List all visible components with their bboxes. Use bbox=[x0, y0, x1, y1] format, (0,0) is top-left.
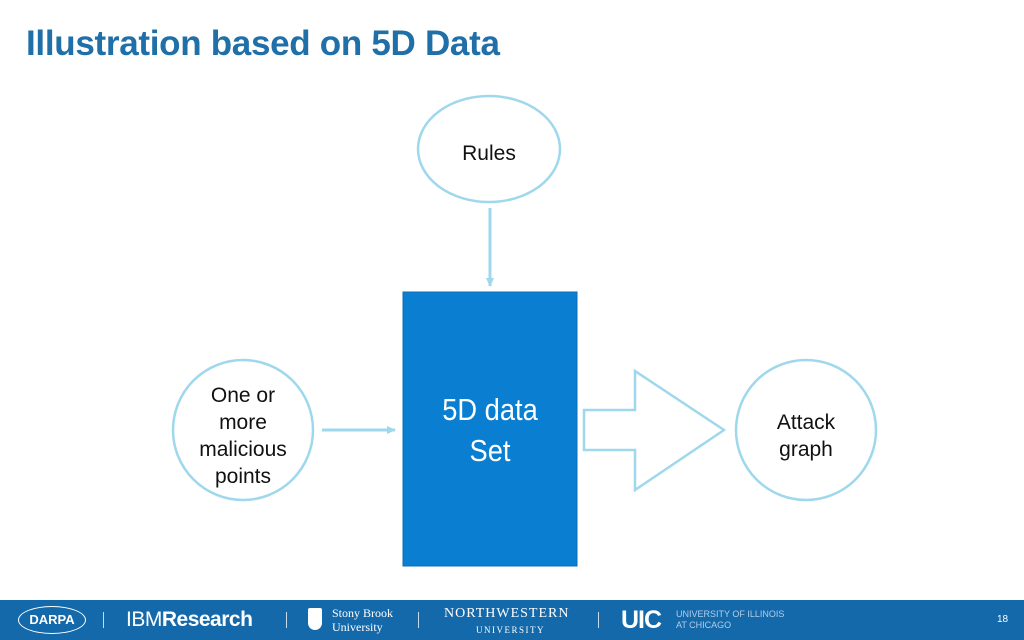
footer-divider bbox=[598, 612, 599, 628]
stony-brook-line-1: Stony Brook bbox=[332, 606, 394, 620]
uic-line-1: UNIVERSITY OF ILLINOIS bbox=[676, 609, 785, 619]
research-wordmark: Research bbox=[161, 608, 253, 631]
attack-graph-label-line: Attack bbox=[776, 411, 836, 434]
ibm-research-logo: IBMResearch bbox=[126, 608, 253, 631]
uic-logo: UIC bbox=[621, 606, 662, 634]
attack-graph-circle bbox=[734, 358, 878, 502]
uic-line-2: AT CHICAGO bbox=[676, 620, 732, 630]
page-number: 18 bbox=[997, 614, 1009, 625]
northwestern-line-2: UNIVERSITY bbox=[476, 625, 545, 635]
footer-divider bbox=[286, 612, 287, 628]
data-set-label-line: 5D data bbox=[442, 392, 538, 427]
stony-brook-shield-icon bbox=[308, 608, 322, 630]
attack-graph-label-line: graph bbox=[779, 438, 833, 461]
footer-bar: DARPA IBMResearch Stony Brook University… bbox=[0, 600, 1024, 640]
rules-label: Rules bbox=[462, 142, 516, 165]
darpa-logo: DARPA bbox=[18, 606, 86, 634]
slide-title: Illustration based on 5D Data bbox=[26, 24, 500, 63]
northwestern-line-1: NORTHWESTERN bbox=[444, 606, 570, 621]
footer-divider bbox=[103, 612, 104, 628]
malicious-points-label-line: points bbox=[214, 465, 272, 488]
rules-circle bbox=[416, 94, 562, 204]
ibm-wordmark: IBM bbox=[126, 608, 162, 631]
malicious-points-label-line: One or bbox=[210, 384, 276, 407]
data-set-label-line: Set bbox=[469, 433, 511, 468]
stony-brook-line-2: University bbox=[332, 620, 383, 634]
malicious-points-label-line: more bbox=[219, 411, 267, 434]
data-set-box bbox=[402, 291, 578, 567]
footer-divider bbox=[418, 612, 419, 628]
malicious-points-circle bbox=[171, 358, 315, 502]
malicious-points-label-line: malicious bbox=[199, 438, 287, 461]
block-arrow bbox=[582, 368, 727, 493]
flow-diagram bbox=[171, 94, 878, 567]
